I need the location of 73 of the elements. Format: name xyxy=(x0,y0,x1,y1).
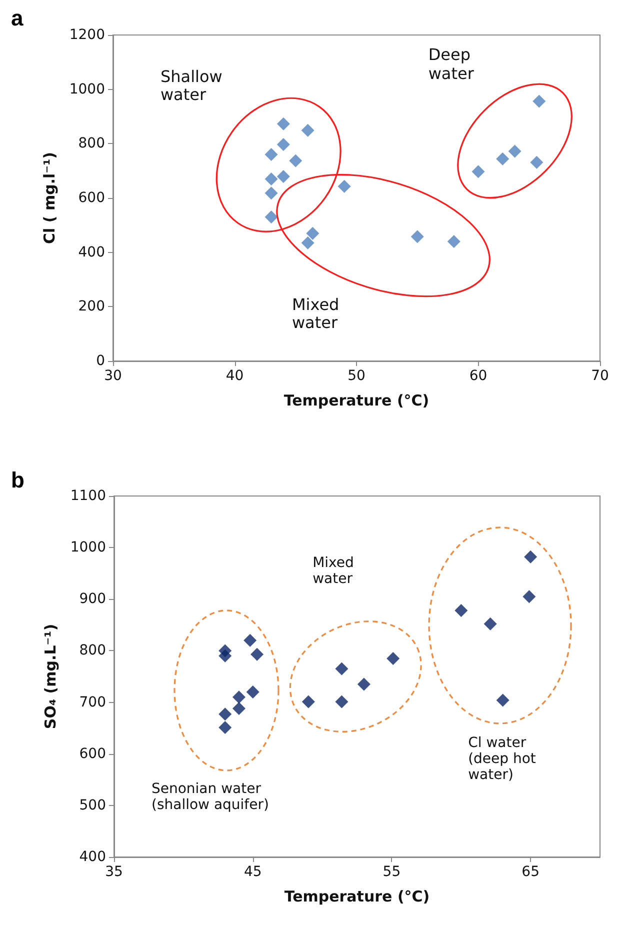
y-tick-label: 400 xyxy=(78,244,105,260)
point xyxy=(496,694,510,707)
point xyxy=(218,649,232,662)
point xyxy=(232,690,246,704)
y-tick-label: 600 xyxy=(79,746,106,762)
annotation: Mixed water xyxy=(312,554,354,587)
x-tick-label: 70 xyxy=(591,368,609,384)
y-tick-label: 200 xyxy=(78,298,105,315)
point xyxy=(264,186,278,200)
point xyxy=(454,604,468,617)
point xyxy=(447,234,460,248)
point xyxy=(264,210,278,224)
x-tick-label: 65 xyxy=(522,864,540,880)
point xyxy=(386,652,400,665)
point xyxy=(410,230,424,244)
y-tick-label: 800 xyxy=(78,136,105,152)
x-tick-label: 55 xyxy=(382,864,401,880)
x-tick-label: 40 xyxy=(226,368,244,384)
chart-title: a xyxy=(11,6,24,30)
point xyxy=(232,702,246,715)
annotation: Mixed water xyxy=(292,295,340,333)
x-axis-title: Temperature (°C) xyxy=(284,392,430,410)
y-axis-title: SO₄ (mg.L⁻¹) xyxy=(42,624,60,730)
point xyxy=(484,617,497,630)
y-tick-label: 400 xyxy=(79,849,106,865)
y-tick-label: 500 xyxy=(79,797,106,814)
annotation: Deep water xyxy=(428,45,474,84)
x-tick-label: 45 xyxy=(244,864,262,880)
y-tick-label: 800 xyxy=(79,642,106,659)
point xyxy=(524,550,538,564)
point xyxy=(301,124,314,137)
x-axis-title: Temperature (°C) xyxy=(284,888,430,906)
point xyxy=(522,590,536,604)
point xyxy=(472,165,485,178)
point xyxy=(338,180,351,193)
chart-title: b xyxy=(11,468,24,492)
y-axis-title: Cl ( mg.l⁻¹) xyxy=(40,152,58,244)
point xyxy=(532,94,546,108)
point xyxy=(306,226,320,240)
y-tick-label: 700 xyxy=(79,694,106,710)
point xyxy=(530,156,544,169)
y-tick-label: 600 xyxy=(78,190,105,206)
point xyxy=(335,695,348,708)
point xyxy=(264,148,278,162)
x-tick-label: 35 xyxy=(105,864,123,880)
point xyxy=(302,695,315,708)
point xyxy=(508,144,522,158)
y-tick-label: 1000 xyxy=(70,540,106,556)
point xyxy=(335,662,348,676)
point xyxy=(276,117,290,130)
point xyxy=(264,172,278,186)
annotation: Senonian water (shallow aquifer) xyxy=(151,780,269,813)
y-tick-label: 1100 xyxy=(70,488,106,504)
point xyxy=(496,152,510,166)
point xyxy=(244,634,257,647)
y-tick-label: 900 xyxy=(79,591,106,608)
y-tick-label: 1000 xyxy=(69,81,105,98)
x-tick-label: 60 xyxy=(469,368,488,384)
point xyxy=(289,154,302,168)
point xyxy=(276,138,290,151)
y-tick-label: 0 xyxy=(96,353,105,369)
annotation: Cl water (deep hot water) xyxy=(468,734,536,784)
point xyxy=(301,236,314,250)
point xyxy=(218,721,232,734)
x-tick-label: 30 xyxy=(104,368,122,384)
point xyxy=(246,685,260,698)
point xyxy=(357,678,370,691)
point xyxy=(218,708,232,721)
point xyxy=(276,170,290,184)
point xyxy=(250,648,264,661)
annotation: Shallow water xyxy=(160,66,222,105)
y-tick-label: 1200 xyxy=(69,27,105,43)
x-tick-label: 50 xyxy=(348,368,366,384)
